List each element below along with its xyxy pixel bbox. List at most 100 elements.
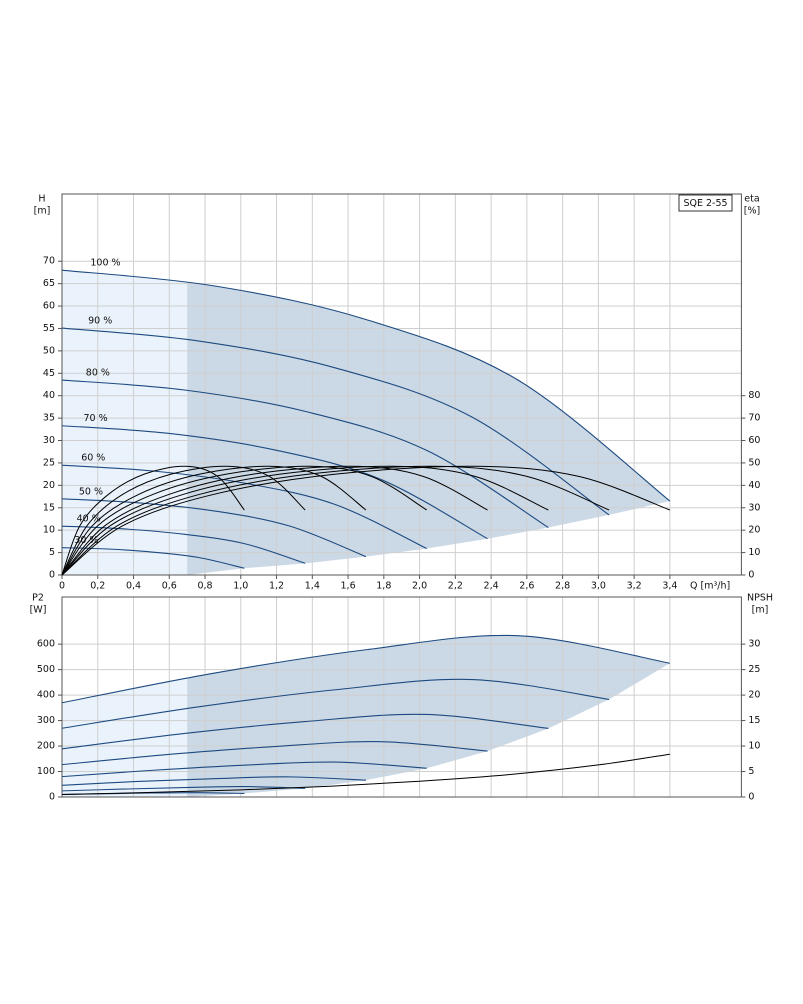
curve-label: 100 %	[90, 258, 120, 269]
x-tick-label: 1,0	[233, 581, 248, 592]
secondary-curve	[61, 465, 488, 576]
y2-tick-label: 25	[748, 664, 760, 675]
x-tick-label: 0,6	[162, 581, 177, 592]
secondary-curve	[61, 465, 427, 576]
y-tick-label: 5	[49, 547, 55, 558]
y2-tick-label: 10	[748, 547, 760, 558]
x-tick-label: 1,8	[376, 581, 391, 592]
performance-curve	[61, 776, 366, 786]
y-tick-label: 55	[43, 323, 55, 334]
y-tick-label: 100	[37, 766, 55, 777]
y-tick-label: 500	[37, 664, 55, 675]
y2-tick-label: 20	[748, 525, 760, 536]
y-tick-label: 35	[43, 413, 55, 424]
y2-tick-label: 0	[748, 570, 754, 581]
y2-tick-label: 10	[748, 741, 760, 752]
plot-frame	[61, 596, 742, 798]
curve-label: 90 %	[88, 316, 112, 327]
secondary-curve	[61, 465, 306, 576]
x-tick-label: 2,4	[484, 581, 499, 592]
secondary-curve	[61, 465, 245, 576]
y2-axis-unit: [%]	[744, 206, 760, 217]
performance-curve	[61, 741, 488, 766]
y-tick-label: 0	[49, 792, 55, 803]
performance-curve	[61, 547, 245, 569]
y-axis-label: P2	[32, 593, 44, 604]
y-tick-label: 25	[43, 457, 55, 468]
y2-tick-label: 30	[748, 639, 760, 650]
performance-curve	[61, 327, 610, 516]
curve-label: 60 %	[81, 453, 105, 464]
x-axis-label: Q [m³/h]	[690, 581, 730, 592]
y2-tick-label: 15	[748, 715, 760, 726]
performance-curve	[61, 464, 427, 550]
x-tick-label: 3,2	[627, 581, 642, 592]
performance-curve	[61, 761, 427, 778]
x-tick-label: 3,0	[591, 581, 606, 592]
curve-label: 80 %	[86, 368, 110, 379]
plot-frame	[61, 193, 742, 576]
performance-curve	[61, 525, 306, 564]
y-tick-label: 200	[37, 741, 55, 752]
y-tick-label: 15	[43, 502, 55, 513]
y2-tick-label: 40	[748, 480, 760, 491]
low-flow-region	[62, 678, 188, 797]
y-tick-label: 400	[37, 690, 55, 701]
y2-tick-label: 70	[748, 413, 760, 424]
x-tick-label: 1,4	[305, 581, 320, 592]
y2-tick-label: 50	[748, 457, 760, 468]
y2-tick-label: 5	[748, 766, 754, 777]
secondary-curve	[61, 465, 610, 576]
performance-curve	[61, 379, 549, 528]
y2-axis-label: NPSH	[747, 593, 773, 604]
y-tick-label: 10	[43, 525, 55, 536]
performance-curve	[61, 785, 306, 792]
curve-label: 70 %	[84, 413, 108, 424]
y2-axis-unit: [m]	[752, 605, 769, 616]
y-tick-label: 50	[43, 345, 55, 356]
y-tick-label: 20	[43, 480, 55, 491]
performance-curve	[61, 498, 367, 558]
secondary-curve	[61, 465, 671, 576]
y-tick-label: 65	[43, 278, 55, 289]
x-tick-label: 1,6	[341, 581, 356, 592]
x-tick-label: 0	[59, 581, 65, 592]
curve-label: 50 %	[79, 486, 103, 497]
chart-title: SQE 2-55	[683, 198, 727, 209]
x-tick-label: 0,4	[126, 581, 141, 592]
curve-label: 30 %	[74, 535, 98, 546]
y-tick-label: 600	[37, 639, 55, 650]
x-tick-label: 0,8	[197, 581, 212, 592]
y2-tick-label: 20	[748, 690, 760, 701]
y2-tick-label: 0	[748, 792, 754, 803]
performance-curve	[61, 634, 670, 704]
y2-tick-label: 60	[748, 435, 760, 446]
performance-curve	[61, 425, 488, 540]
y-axis-unit: [W]	[30, 605, 47, 616]
y-axis-label: H	[38, 194, 45, 205]
performance-curve	[61, 713, 549, 750]
operating-region	[187, 635, 670, 797]
x-tick-label: 2,6	[519, 581, 534, 592]
secondary-curve	[61, 753, 670, 795]
performance-curve	[61, 678, 610, 729]
y2-tick-label: 80	[748, 390, 760, 401]
x-tick-label: 0,2	[90, 581, 105, 592]
x-tick-label: 1,2	[269, 581, 284, 592]
y-tick-label: 300	[37, 715, 55, 726]
y-tick-label: 60	[43, 301, 55, 312]
y-tick-label: 40	[43, 390, 55, 401]
y2-tick-label: 30	[748, 502, 760, 513]
y-axis-unit: [m]	[34, 206, 51, 217]
secondary-curve	[61, 465, 367, 576]
y-tick-label: 0	[49, 570, 55, 581]
secondary-curve	[61, 465, 549, 576]
y-tick-label: 45	[43, 368, 55, 379]
performance-curve	[61, 269, 671, 502]
x-tick-label: 3,4	[662, 581, 677, 592]
x-tick-label: 2,2	[448, 581, 463, 592]
operating-region	[187, 282, 670, 575]
curve-label: 40 %	[77, 514, 101, 525]
